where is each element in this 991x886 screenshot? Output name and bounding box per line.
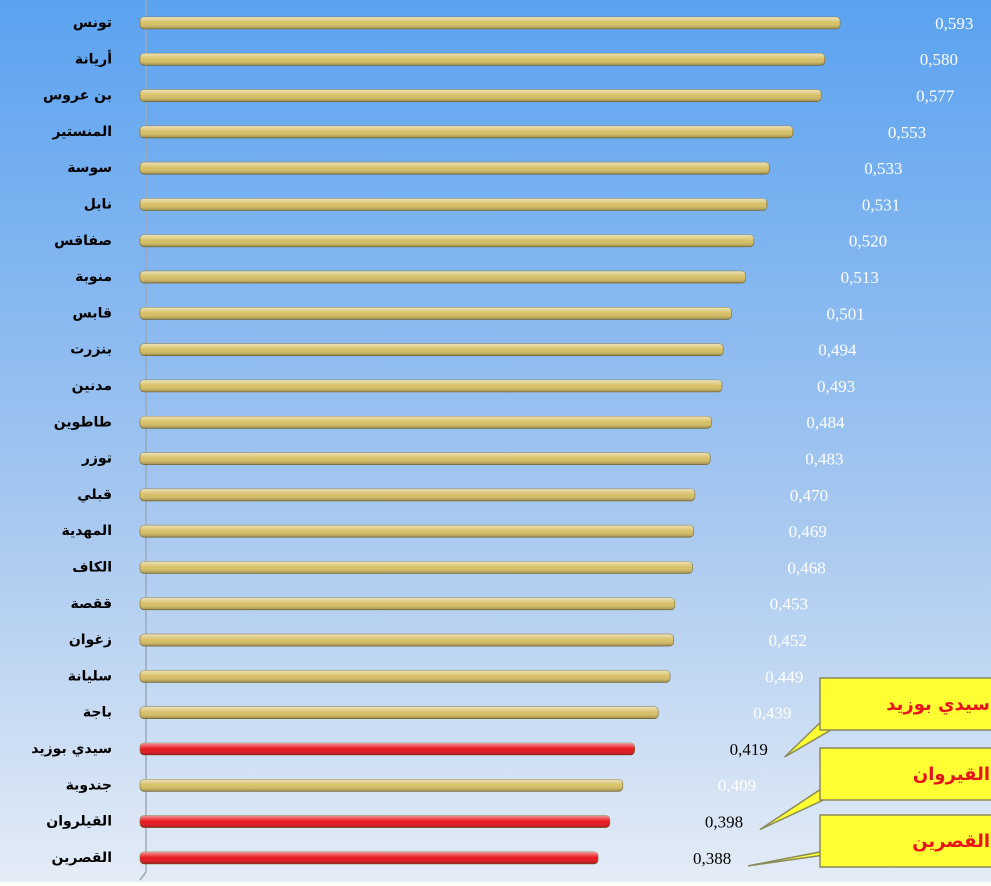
value-label: 0,439 [753, 704, 791, 723]
category-label: صفاقس [54, 233, 112, 249]
bar-shine [140, 561, 693, 574]
category-label: جندوبة [66, 777, 112, 793]
category-label: بن عروس [43, 88, 112, 104]
category-label: أريانة [75, 49, 112, 67]
value-label: 0,468 [788, 558, 826, 577]
category-label: سليانة [68, 668, 112, 684]
category-label: المنستير [51, 124, 112, 140]
bar-shine [140, 125, 793, 138]
value-label: 0,593 [935, 14, 973, 33]
bar-shine [140, 597, 675, 610]
category-label: قبلي [77, 487, 112, 503]
category-label: مدنين [72, 378, 112, 394]
bar-shine [140, 89, 822, 102]
bar-shine [140, 234, 754, 247]
bar-shine [140, 162, 770, 175]
bar-shine [140, 779, 623, 792]
bar-shine [140, 634, 674, 647]
category-label: نابل [84, 197, 112, 213]
category-label: ققصة [70, 596, 112, 612]
value-label: 0,449 [765, 667, 803, 686]
category-label: المهدية [61, 523, 112, 539]
bar-shine [140, 380, 723, 392]
bar-shine [140, 488, 695, 501]
value-label: 0,580 [920, 50, 958, 69]
callout-box [819, 677, 991, 731]
value-label: 0,493 [817, 377, 855, 396]
bar-shine [140, 416, 712, 429]
value-label: 0,484 [806, 413, 845, 432]
category-label: الكاف [72, 560, 112, 576]
category-label: زغوان [69, 632, 112, 648]
value-label: 0,553 [888, 123, 926, 142]
category-label: باجة [83, 705, 112, 721]
value-label: 0,453 [770, 595, 808, 614]
callout-box [819, 747, 991, 801]
value-label: 0,577 [916, 87, 955, 106]
value-label: 0,520 [849, 232, 887, 251]
value-label: 0,388 [693, 849, 731, 868]
value-label: 0,531 [862, 195, 900, 214]
category-label: القيلروان [46, 814, 112, 830]
bar-shine [140, 198, 767, 211]
value-label: 0,470 [790, 486, 828, 505]
bar-shine [140, 17, 841, 29]
category-label: سيدي بوزيد [31, 741, 112, 758]
category-label: القصرين [52, 850, 113, 866]
bar-shine [140, 452, 711, 465]
value-label: 0,452 [769, 631, 807, 650]
value-label: 0,419 [730, 740, 768, 759]
category-label: بنزرت [70, 342, 112, 358]
bar-shine [140, 815, 610, 828]
category-label: توزر [81, 451, 112, 467]
bar-shine [140, 343, 724, 356]
category-label: تونس [73, 15, 112, 31]
category-label: طاطوين [54, 414, 112, 430]
value-label: 0,469 [789, 522, 827, 541]
value-label: 0,501 [826, 304, 864, 323]
bar-shine [140, 851, 599, 864]
category-label: منوبة [75, 269, 112, 285]
value-label: 0,409 [718, 776, 756, 795]
value-label: 0,533 [864, 159, 902, 178]
bar-shine [140, 271, 746, 284]
value-label: 0,494 [818, 341, 857, 360]
annotation: القصرين [912, 831, 990, 852]
value-label: 0,398 [705, 813, 743, 832]
bar-shine [140, 670, 671, 683]
category-label: قابس [73, 305, 112, 321]
bar-shine [140, 743, 635, 755]
value-label: 0,513 [841, 268, 879, 287]
annotation: القيروان [913, 764, 990, 785]
axis-line [139, 0, 147, 881]
category-label: سوسة [67, 160, 112, 176]
bar-shine [140, 706, 659, 719]
bar-shine [140, 307, 732, 320]
bar-shine [140, 525, 694, 538]
bar-shine [140, 53, 825, 66]
value-label: 0,483 [805, 450, 843, 469]
callout-box [819, 814, 991, 868]
annotation: سيدي بوزيد [886, 694, 990, 715]
